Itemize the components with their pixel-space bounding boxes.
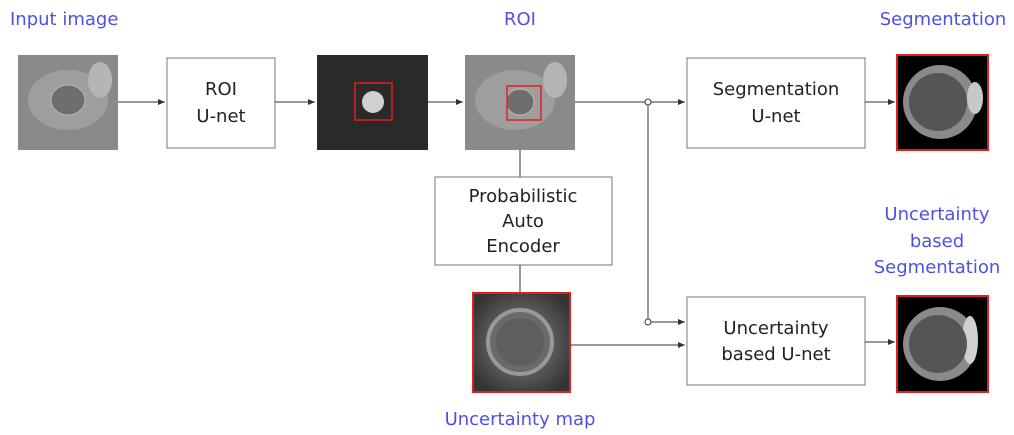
box [687, 297, 865, 385]
junction [645, 319, 651, 325]
label: ROI [504, 9, 536, 30]
label: Uncertainty map [445, 409, 596, 430]
segmentation-output [897, 55, 988, 150]
box [167, 58, 275, 148]
uncertainty-map [473, 293, 570, 392]
box-text: based U-net [721, 344, 830, 365]
box-text: ROI [205, 79, 237, 100]
label: based [910, 231, 964, 252]
box-text: U-net [196, 106, 245, 127]
box-text: Auto [502, 211, 544, 232]
box-text: Probabilistic [469, 186, 578, 207]
uncertainty-segmentation-output [897, 296, 988, 392]
box-text: Encoder [486, 236, 560, 257]
box-text: Segmentation [713, 79, 840, 100]
label: Input image [10, 9, 118, 30]
label: Uncertainty [884, 204, 990, 225]
box-text: U-net [751, 106, 800, 127]
label: Segmentation [874, 257, 1001, 278]
box [687, 58, 865, 148]
label: Segmentation [880, 9, 1007, 30]
diagram: Input image ROI Segmentation Uncertainty… [0, 0, 1014, 435]
roi-image [465, 55, 575, 150]
input-image [18, 55, 118, 150]
junction [645, 99, 651, 105]
box-text: Uncertainty [723, 318, 829, 339]
roi-mask [317, 55, 428, 150]
